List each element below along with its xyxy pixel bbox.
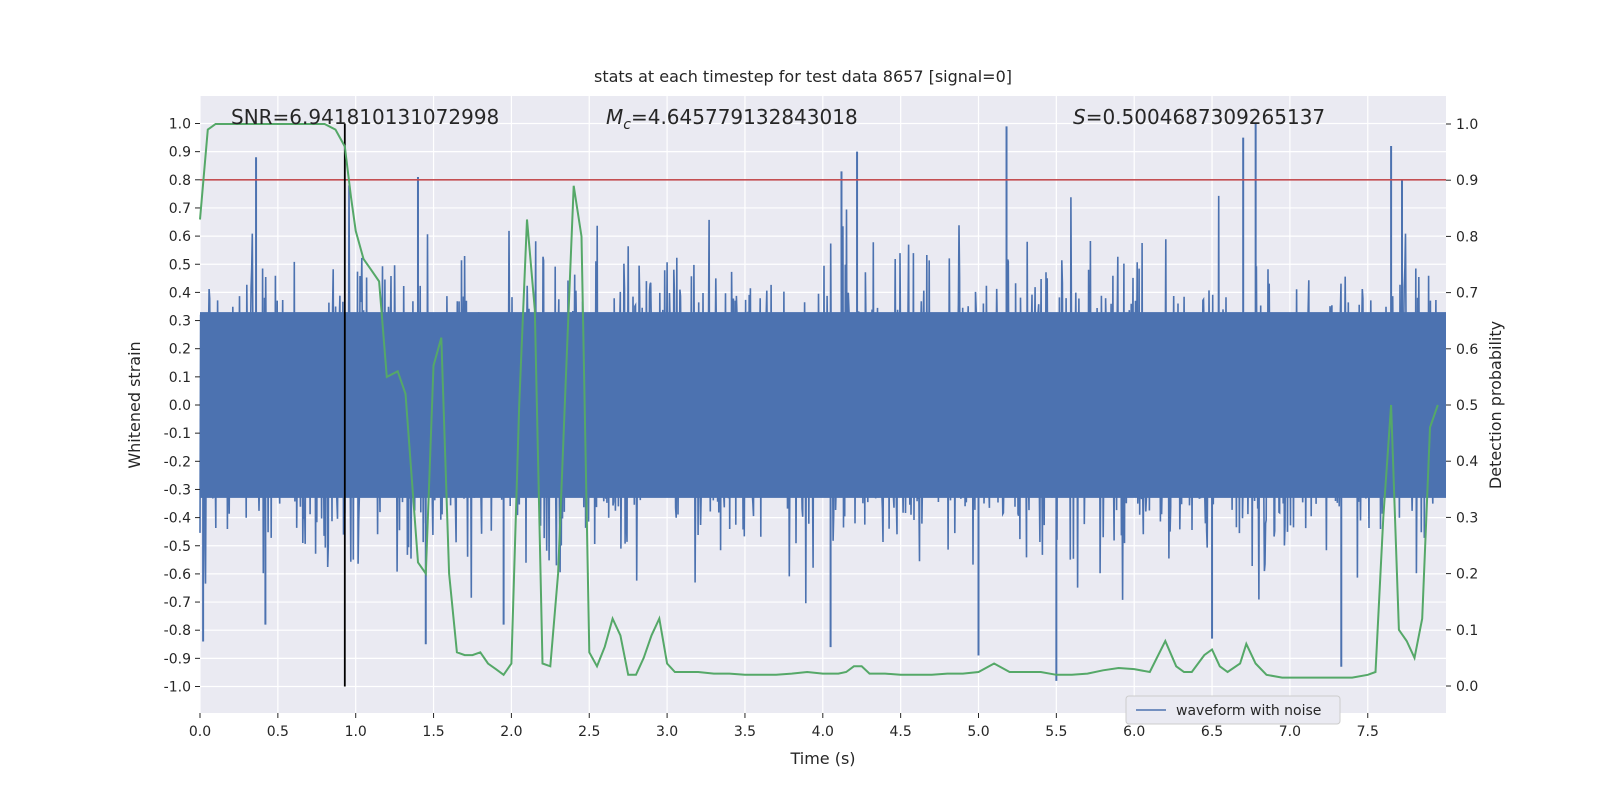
- y-left-tick-label: 0.1: [169, 370, 191, 386]
- s-symbol: S: [1073, 105, 1086, 129]
- x-tick-label: 5.5: [1045, 724, 1067, 740]
- y-right-tick-label: 0.4: [1456, 454, 1478, 470]
- y-right-axis-ticks: 0.0 0.1 0.2 0.3 0.4 0.5 0.6 0.7 0.8 0.9 1.0: [1446, 117, 1478, 695]
- x-tick-label: 6.5: [1201, 724, 1223, 740]
- y-right-tick-label: 0.1: [1456, 623, 1478, 639]
- x-tick-label: 1.5: [422, 724, 444, 740]
- chirp-mass-symbol: M: [606, 105, 623, 129]
- chirp-mass-annotation: Mc=4.645779132843018: [606, 105, 858, 133]
- y-left-tick-label: -0.3: [164, 482, 191, 498]
- y-right-tick-label: 0.5: [1456, 398, 1478, 414]
- x-axis-label: Time (s): [789, 749, 855, 768]
- y-right-tick-label: 0.8: [1456, 229, 1478, 245]
- y-left-tick-label: -1.0: [164, 680, 191, 696]
- y-left-tick-label: 0.6: [169, 229, 191, 245]
- y-right-tick-label: 0.0: [1456, 679, 1478, 695]
- y-left-axis-ticks: -1.0 -0.9 -0.8 -0.7 -0.6 -0.5 -0.4 -0.3 -0.2 -0.1…: [164, 117, 200, 696]
- y-left-tick-label: 0.4: [169, 285, 191, 301]
- y-right-tick-label: 0.2: [1456, 567, 1478, 583]
- chirp-mass-subscript: c: [623, 117, 631, 133]
- x-tick-label: 7.0: [1279, 724, 1301, 740]
- y-left-tick-label: 0.7: [169, 201, 191, 217]
- y-left-tick-label: 0.2: [169, 342, 191, 358]
- x-tick-label: 2.0: [500, 724, 522, 740]
- x-tick-label: 3.5: [734, 724, 756, 740]
- x-axis-ticks: 0.0 0.5 1.0 1.5 2.0 2.5 3.0 3.5 4.0 4.5 5.0 5.5 6.0 6…: [189, 713, 1379, 740]
- snr-annotation: SNR=6.941810131072998: [231, 105, 499, 129]
- x-tick-label: 2.5: [578, 724, 600, 740]
- x-tick-label: 3.0: [656, 724, 678, 740]
- waveform-core: [200, 312, 1446, 498]
- chart-title: stats at each timestep for test data 865…: [594, 67, 1012, 86]
- y-right-tick-label: 0.3: [1456, 510, 1478, 526]
- chirp-mass-value: =4.645779132843018: [631, 105, 858, 129]
- y-left-tick-label: -0.7: [164, 595, 191, 611]
- y-left-tick-label: -0.1: [164, 426, 191, 442]
- legend: waveform with noise: [1125, 695, 1341, 725]
- legend-box: [1125, 695, 1341, 725]
- y-right-tick-label: 1.0: [1456, 117, 1478, 133]
- probability-line: [199, 123, 1439, 679]
- y-left-tick-label: -0.9: [164, 651, 191, 667]
- s-annotation: S=0.5004687309265137: [1073, 105, 1325, 129]
- legend-entry: waveform with noise: [1176, 703, 1321, 719]
- x-tick-label: 7.5: [1357, 724, 1379, 740]
- y-right-tick-label: 0.9: [1456, 173, 1478, 189]
- waveform-series: [199, 123, 1446, 681]
- y-left-axis-label: Whitened strain: [125, 341, 144, 468]
- y-left-tick-label: 0.5: [169, 257, 191, 273]
- x-tick-label: 1.0: [345, 724, 367, 740]
- y-left-tick-label: -0.8: [164, 623, 191, 639]
- x-tick-label: 6.0: [1123, 724, 1145, 740]
- probability-series: [199, 123, 1439, 679]
- x-tick-label: 0.0: [189, 724, 211, 740]
- y-right-tick-label: 0.6: [1456, 342, 1478, 358]
- y-left-tick-label: -0.6: [164, 567, 191, 583]
- y-left-tick-label: 0.8: [169, 173, 191, 189]
- y-right-axis-label: Detection probability: [1486, 321, 1505, 489]
- y-right-tick-label: 0.7: [1456, 286, 1478, 302]
- y-left-tick-label: 0.9: [169, 145, 191, 161]
- y-left-tick-label: -0.5: [164, 539, 191, 555]
- x-tick-label: 4.0: [812, 724, 834, 740]
- y-left-tick-label: 0.3: [169, 314, 191, 330]
- x-tick-label: 5.0: [967, 724, 989, 740]
- s-value: =0.5004687309265137: [1086, 105, 1325, 129]
- y-left-tick-label: -0.4: [164, 511, 191, 527]
- x-tick-label: 4.5: [890, 724, 912, 740]
- y-left-tick-label: 1.0: [169, 117, 191, 133]
- y-left-tick-label: -0.2: [164, 454, 191, 470]
- x-tick-label: 0.5: [267, 724, 289, 740]
- y-left-tick-label: 0.0: [169, 398, 191, 414]
